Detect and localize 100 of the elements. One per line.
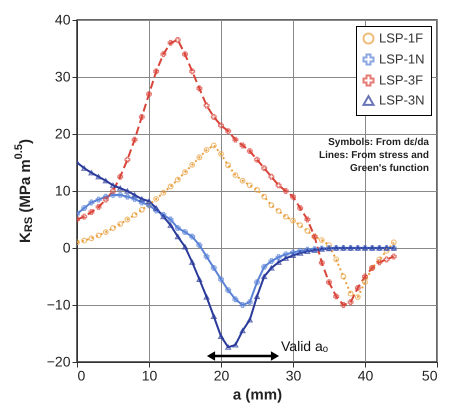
point xyxy=(304,228,310,234)
point xyxy=(246,317,253,322)
point xyxy=(390,254,397,260)
point xyxy=(232,136,238,143)
point xyxy=(218,334,224,339)
point xyxy=(318,237,325,243)
point xyxy=(88,199,94,206)
point xyxy=(124,156,130,163)
point xyxy=(182,169,188,176)
point xyxy=(138,206,145,213)
legend-label: LSP-3F xyxy=(379,72,424,88)
x-tick-label: 40 xyxy=(358,368,374,384)
point xyxy=(232,296,238,302)
point xyxy=(268,258,274,264)
point xyxy=(124,194,130,200)
point xyxy=(168,222,174,228)
point xyxy=(225,344,232,350)
point xyxy=(138,114,145,120)
point xyxy=(210,142,217,148)
point xyxy=(96,196,102,202)
point xyxy=(318,260,325,266)
point xyxy=(254,186,260,193)
point xyxy=(384,248,390,254)
point xyxy=(240,178,246,184)
point xyxy=(276,182,282,188)
point xyxy=(81,214,88,220)
point xyxy=(204,102,210,108)
point xyxy=(110,225,116,231)
point xyxy=(102,196,109,202)
point xyxy=(261,194,268,200)
point xyxy=(276,254,282,260)
point xyxy=(225,162,232,168)
point xyxy=(168,184,174,190)
point xyxy=(254,156,260,163)
point xyxy=(340,274,346,280)
point xyxy=(240,302,246,308)
y-tick-label: −10 xyxy=(46,296,71,312)
y-tick-label: −20 xyxy=(46,354,71,370)
point xyxy=(290,194,296,200)
y-axis-title: KRS (MPa m0.5) xyxy=(13,139,35,243)
point xyxy=(110,188,116,194)
point xyxy=(146,198,152,204)
point xyxy=(290,252,296,258)
point xyxy=(210,114,217,120)
point xyxy=(153,205,160,211)
point xyxy=(182,51,188,58)
point xyxy=(189,260,196,265)
point xyxy=(110,192,116,198)
point xyxy=(196,276,202,282)
point xyxy=(88,235,94,242)
point xyxy=(153,196,160,202)
y-tick-label: 30 xyxy=(54,68,71,84)
point xyxy=(254,279,260,286)
point xyxy=(297,222,304,228)
point xyxy=(210,265,217,271)
point xyxy=(204,294,210,300)
point xyxy=(204,254,210,260)
point xyxy=(225,287,232,294)
point xyxy=(348,299,354,306)
point xyxy=(297,205,304,212)
x-tick-label: 20 xyxy=(214,368,230,384)
point xyxy=(282,214,289,220)
point xyxy=(117,192,124,198)
point xyxy=(210,314,217,320)
point xyxy=(290,250,296,256)
y-tick-label: 40 xyxy=(54,12,71,28)
y-tick-label: 0 xyxy=(62,240,71,256)
point xyxy=(160,190,166,196)
point xyxy=(102,194,109,200)
point xyxy=(282,251,289,258)
point xyxy=(153,68,160,74)
point xyxy=(240,142,246,148)
x-tick-label: 10 xyxy=(142,368,158,384)
point xyxy=(189,162,196,168)
point xyxy=(261,264,268,270)
point xyxy=(117,186,124,191)
point xyxy=(138,196,145,202)
point xyxy=(333,256,340,262)
x-tick-label: 0 xyxy=(78,368,86,384)
point xyxy=(340,302,346,308)
point xyxy=(246,182,253,188)
point xyxy=(146,91,152,98)
point xyxy=(232,342,238,348)
point xyxy=(124,216,130,222)
point xyxy=(225,128,232,134)
point xyxy=(254,294,260,300)
point xyxy=(354,294,361,300)
point xyxy=(246,299,253,306)
point xyxy=(268,265,274,271)
x-tick-label: 50 xyxy=(422,368,438,384)
point xyxy=(174,225,181,231)
point xyxy=(168,216,174,222)
point xyxy=(124,188,130,194)
point xyxy=(132,136,138,143)
point xyxy=(182,244,188,250)
point xyxy=(204,147,210,153)
point xyxy=(189,68,196,74)
point xyxy=(232,172,238,178)
point xyxy=(96,232,102,238)
point xyxy=(88,209,94,216)
